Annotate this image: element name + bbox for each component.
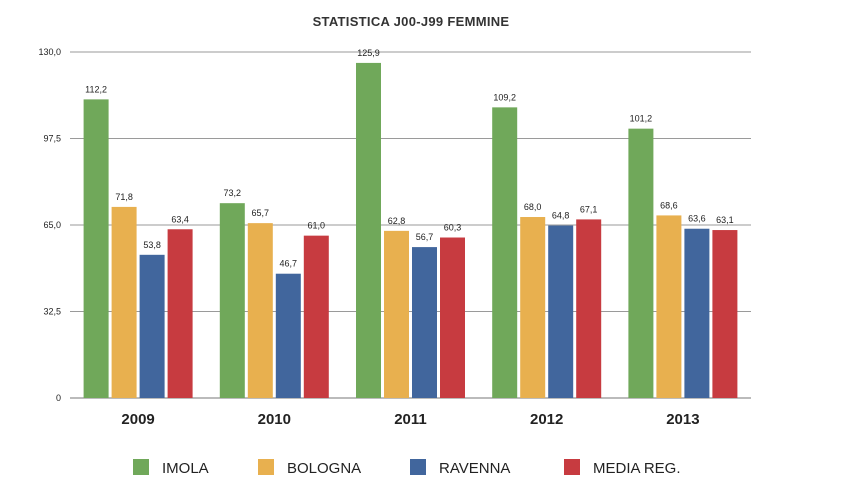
y-tick-label: 65,0	[43, 220, 61, 230]
chart-title: STATISTICA J00-J99 FEMMINE	[313, 14, 510, 29]
bar	[167, 229, 193, 398]
bar	[384, 230, 409, 398]
x-tick-label: 2011	[394, 411, 427, 428]
data-label: 71,8	[115, 192, 133, 202]
bar	[520, 217, 546, 398]
bar	[412, 247, 437, 398]
y-tick-label: 97,5	[43, 134, 61, 144]
data-label: 63,6	[688, 214, 706, 224]
data-label: 73,2	[224, 188, 242, 198]
data-label: 112,2	[85, 84, 107, 94]
data-label: 63,1	[716, 215, 734, 225]
bar	[656, 215, 682, 398]
y-tick-label: 0	[56, 393, 61, 403]
y-axis-ticks: 0 32,5 65,0 97,5 130,0	[38, 47, 61, 403]
legend-swatch	[410, 459, 426, 475]
bar	[83, 99, 109, 399]
data-label: 63,4	[171, 214, 189, 224]
bars	[83, 62, 738, 399]
data-label: 60,3	[444, 223, 462, 233]
bar	[492, 107, 518, 399]
legend-label: MEDIA REG.	[593, 460, 681, 477]
data-label: 68,0	[524, 202, 542, 212]
bar	[111, 206, 137, 398]
data-label: 46,7	[280, 259, 298, 269]
data-label: 64,8	[552, 211, 570, 221]
x-tick-label: 2009	[121, 411, 154, 428]
data-label: 68,6	[660, 200, 678, 210]
legend-swatch	[133, 459, 149, 475]
bar	[576, 219, 602, 398]
bar	[440, 237, 465, 398]
bar	[356, 62, 381, 399]
bar	[275, 273, 301, 398]
y-tick-label: 32,5	[43, 307, 61, 317]
data-labels: 112,2 71,8 53,8 63,4 73,2 65,7 46,7 61,0 125,9 62…	[85, 48, 733, 269]
y-tick-label: 130,0	[38, 47, 61, 57]
legend-swatch	[564, 459, 580, 475]
bar	[219, 203, 245, 398]
x-tick-label: 2010	[258, 411, 291, 428]
data-label: 109,2	[493, 92, 516, 102]
x-axis-ticks: 2009 2010 2011 2012 2013	[121, 411, 699, 428]
bar	[684, 228, 710, 398]
data-label: 56,7	[416, 232, 434, 242]
legend-label: IMOLA	[162, 460, 209, 477]
x-tick-label: 2013	[666, 411, 699, 428]
bar	[628, 128, 654, 398]
bar	[712, 230, 738, 398]
legend: IMOLA BOLOGNA RAVENNA MEDIA REG.	[133, 459, 681, 477]
data-label: 61,0	[308, 221, 326, 231]
data-label: 67,1	[580, 204, 598, 214]
bar	[548, 225, 574, 398]
data-label: 65,7	[252, 208, 270, 218]
legend-swatch	[258, 459, 274, 475]
bar	[303, 235, 329, 398]
data-label: 62,8	[388, 216, 406, 226]
bar	[247, 223, 273, 398]
x-tick-label: 2012	[530, 411, 563, 428]
legend-label: RAVENNA	[439, 460, 510, 477]
data-label: 101,2	[630, 114, 653, 124]
data-label: 125,9	[357, 48, 380, 58]
legend-label: BOLOGNA	[287, 460, 361, 477]
data-label: 53,8	[143, 240, 161, 250]
bar	[139, 254, 165, 398]
